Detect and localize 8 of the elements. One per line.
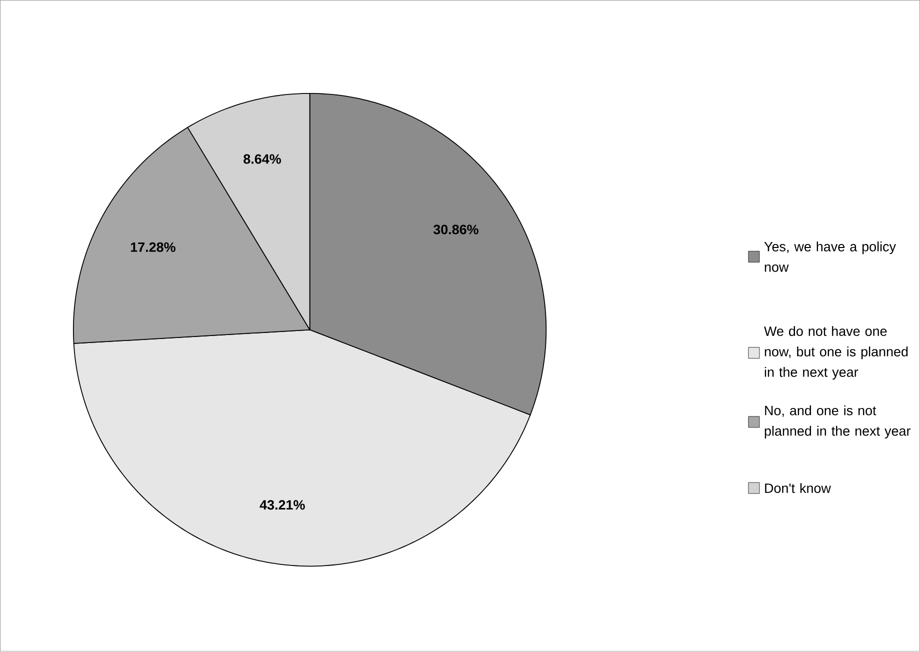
data-label: 30.86% xyxy=(433,224,478,235)
data-label: 17.28% xyxy=(130,242,176,252)
data-label: 43.21% xyxy=(260,500,305,510)
legend-label: We do not have one now, but one is planned in the next year xyxy=(764,326,908,380)
legend-label: No, and one is not planned in the next year xyxy=(764,406,910,439)
data-label: 8.64% xyxy=(244,154,281,164)
legend-label: Yes, we have a policy now xyxy=(764,242,896,272)
legend-label: Don't know xyxy=(765,483,831,494)
